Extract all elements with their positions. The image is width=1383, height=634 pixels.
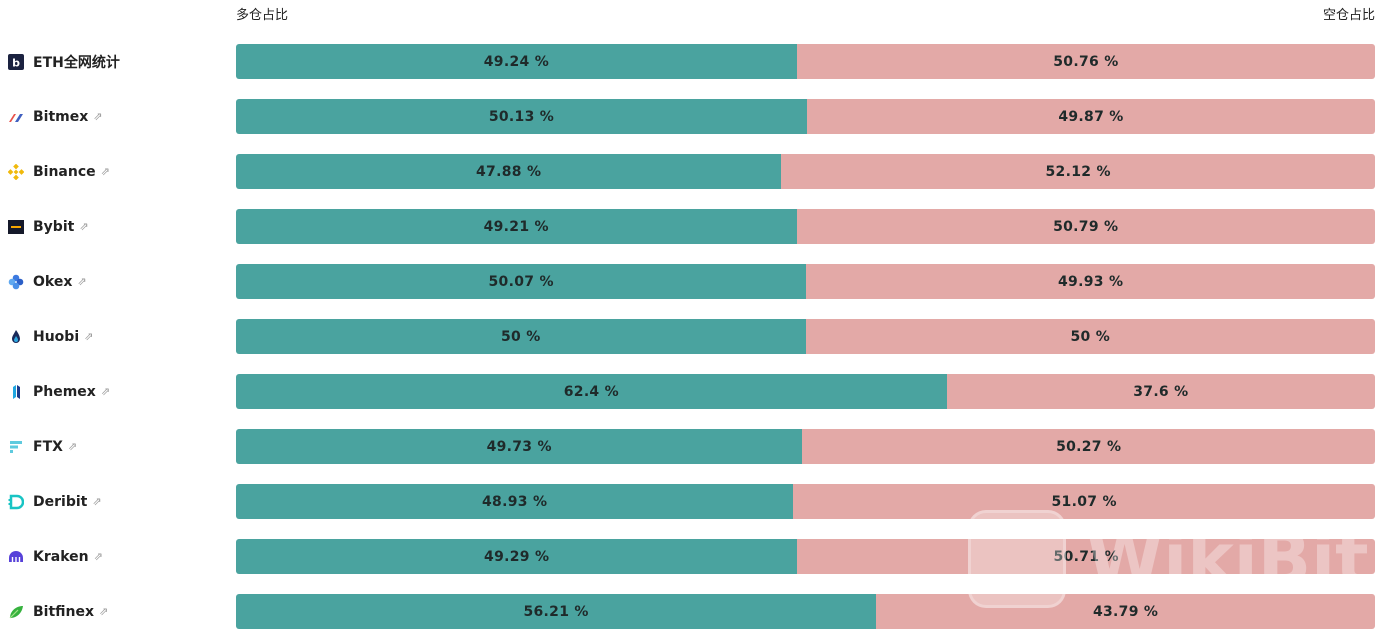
long-short-ratio-bar: 49.21 % 50.79 %	[236, 209, 1375, 244]
bitmex-logo-icon	[8, 109, 24, 125]
exchange-row: Deribit ⇗ 48.93 % 51.07 %	[0, 484, 1383, 519]
external-link-icon[interactable]: ⇗	[77, 275, 87, 288]
external-link-icon[interactable]: ⇗	[67, 440, 78, 453]
long-ratio-segment: 49.29 %	[236, 539, 798, 574]
exchange-name[interactable]: Kraken	[33, 548, 89, 565]
kraken-logo-icon	[8, 549, 24, 565]
long-ratio-segment: 56.21 %	[236, 594, 877, 629]
external-link-icon[interactable]: ⇗	[99, 605, 109, 618]
long-ratio-header: 多仓占比	[236, 8, 289, 23]
long-short-ratio-bar: 62.4 % 37.6 %	[236, 374, 1375, 409]
exchange-row: FTX ⇗ 49.73 % 50.27 %	[0, 429, 1383, 464]
long-short-ratio-bar: 48.93 % 51.07 %	[236, 484, 1375, 519]
exchange-label: b ETH全网统计	[8, 44, 120, 79]
exchange-row: Kraken ⇗ 49.29 % 50.71 %	[0, 539, 1383, 574]
long-short-ratio-bar: 50.13 % 49.87 %	[236, 99, 1375, 134]
exchange-row: Phemex ⇗ 62.4 % 37.6 %	[0, 374, 1383, 409]
bitfinex-logo-icon	[8, 604, 24, 620]
exchange-label[interactable]: Bybit ⇗	[8, 209, 89, 244]
exchange-name[interactable]: Bybit	[33, 218, 75, 235]
long-short-ratio-bar: 56.21 % 43.79 %	[236, 594, 1375, 629]
exchange-name[interactable]: Deribit	[33, 493, 88, 510]
exchange-row: Bybit ⇗ 49.21 % 50.79 %	[0, 209, 1383, 244]
long-ratio-segment: 49.24 %	[236, 44, 797, 79]
short-ratio-segment: 50 %	[805, 319, 1375, 354]
exchange-row: b ETH全网统计 49.24 % 50.76 %	[0, 44, 1383, 79]
long-ratio-segment: 50.13 %	[236, 99, 807, 134]
long-ratio-segment: 49.21 %	[236, 209, 797, 244]
exchange-name[interactable]: Huobi	[33, 328, 80, 345]
exchange-row: Okex ⇗ 50.07 % 49.93 %	[0, 264, 1383, 299]
bybit-logo-icon	[8, 219, 24, 235]
long-ratio-segment: 48.93 %	[236, 484, 794, 519]
long-short-ratio-bar: 47.88 % 52.12 %	[236, 154, 1375, 189]
exchange-label[interactable]: Phemex ⇗	[8, 374, 110, 409]
ftx-logo-icon	[8, 439, 24, 455]
long-short-ratio-bar: 50 % 50 %	[236, 319, 1375, 354]
external-link-icon[interactable]: ⇗	[93, 550, 103, 563]
okex-logo-icon	[8, 274, 24, 290]
exchange-label[interactable]: Kraken ⇗	[8, 539, 103, 574]
short-ratio-segment: 50.27 %	[802, 429, 1375, 464]
exchange-row: Binance ⇗ 47.88 % 52.12 %	[0, 154, 1383, 189]
long-short-ratio-bar: 50.07 % 49.93 %	[236, 264, 1375, 299]
exchange-label[interactable]: Huobi ⇗	[8, 319, 93, 354]
exchange-row: Bitmex ⇗ 50.13 % 49.87 %	[0, 99, 1383, 134]
bybt-logo-icon: b	[8, 53, 24, 70]
exchange-name[interactable]: Bitfinex	[33, 603, 95, 620]
short-ratio-segment: 50.79 %	[796, 209, 1375, 244]
exchange-label[interactable]: Bitmex ⇗	[8, 99, 103, 134]
short-ratio-segment: 49.87 %	[806, 99, 1375, 134]
short-ratio-header: 空仓占比	[1322, 8, 1375, 23]
long-ratio-segment: 62.4 %	[236, 374, 947, 409]
exchange-row: Huobi ⇗ 50 % 50 %	[0, 319, 1383, 354]
short-ratio-segment: 50.76 %	[796, 44, 1375, 79]
exchange-label[interactable]: Binance ⇗	[8, 154, 110, 189]
long-ratio-segment: 49.73 %	[236, 429, 803, 464]
exchange-label[interactable]: Bitfinex ⇗	[8, 594, 108, 629]
long-ratio-segment: 47.88 %	[236, 154, 782, 189]
long-short-ratio-bar: 49.24 % 50.76 %	[236, 44, 1375, 79]
exchange-label[interactable]: FTX ⇗	[8, 429, 77, 464]
external-link-icon[interactable]: ⇗	[92, 495, 102, 508]
external-link-icon[interactable]: ⇗	[100, 385, 111, 398]
huobi-logo-icon	[8, 329, 24, 345]
exchange-name[interactable]: Okex	[33, 273, 73, 290]
exchange-name[interactable]: Phemex	[33, 383, 96, 400]
external-link-icon[interactable]: ⇗	[93, 110, 103, 123]
exchange-row: Bitfinex ⇗ 56.21 % 43.79 %	[0, 594, 1383, 629]
long-short-ratio-bar: 49.73 % 50.27 %	[236, 429, 1375, 464]
external-link-icon[interactable]: ⇗	[84, 330, 94, 343]
long-ratio-segment: 50.07 %	[236, 264, 807, 299]
svg-text:b: b	[12, 56, 20, 69]
short-ratio-segment: 51.07 %	[793, 484, 1375, 519]
exchange-name[interactable]: FTX	[33, 438, 63, 455]
exchange-name: ETH全网统计	[33, 54, 120, 71]
short-ratio-segment: 49.93 %	[806, 264, 1375, 299]
exchange-name[interactable]: Binance	[33, 163, 96, 180]
exchange-name[interactable]: Bitmex	[33, 108, 89, 125]
phemex-logo-icon	[8, 384, 24, 400]
short-ratio-segment: 50.71 %	[797, 539, 1375, 574]
short-ratio-segment: 52.12 %	[781, 154, 1375, 189]
short-ratio-segment: 43.79 %	[876, 594, 1375, 629]
external-link-icon[interactable]: ⇗	[100, 165, 110, 178]
binance-logo-icon	[8, 163, 24, 180]
external-link-icon[interactable]: ⇗	[79, 220, 89, 233]
long-ratio-segment: 50 %	[236, 319, 806, 354]
deribit-logo-icon	[8, 494, 24, 510]
short-ratio-segment: 37.6 %	[946, 374, 1375, 409]
long-short-ratio-bar: 49.29 % 50.71 %	[236, 539, 1375, 574]
exchange-label[interactable]: Okex ⇗	[8, 264, 87, 299]
exchange-label[interactable]: Deribit ⇗	[8, 484, 102, 519]
